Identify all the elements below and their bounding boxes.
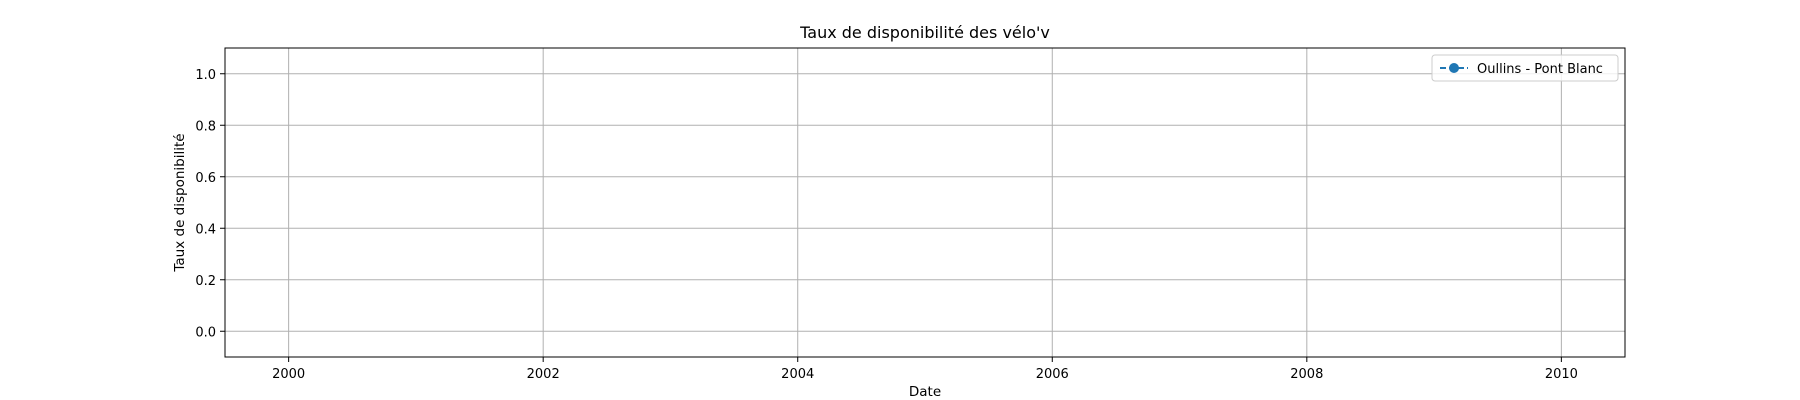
- y-tick-label: 0.4: [195, 222, 216, 237]
- x-tick-label: 2004: [781, 367, 814, 382]
- grid: [225, 48, 1625, 357]
- y-tick-label: 0.8: [195, 119, 216, 134]
- x-tick-label: 2008: [1290, 367, 1323, 382]
- x-tick-label: 2010: [1545, 367, 1578, 382]
- y-axis-ticks: 0.0 0.2 0.4 0.6 0.8 1.0: [195, 68, 225, 340]
- legend-circle-marker: [1449, 63, 1459, 73]
- plot-frame: [224, 47, 1626, 358]
- chart-title: Taux de disponibilité des vélo'v: [799, 23, 1050, 42]
- y-tick-label: 0.0: [195, 325, 216, 340]
- legend: Oullins - Pont Blanc: [1431, 54, 1619, 82]
- legend-entry-label: Oullins - Pont Blanc: [1477, 62, 1603, 77]
- x-tick-label: 2006: [1036, 367, 1069, 382]
- x-tick-label: 2002: [527, 367, 560, 382]
- y-axis-label: Taux de disponibilité: [172, 133, 188, 272]
- x-axis-label: Date: [909, 384, 941, 400]
- y-tick-label: 1.0: [195, 68, 216, 83]
- x-axis-ticks: 2000 2002 2004 2006 2008 2010: [272, 357, 1578, 382]
- legend-box: [1431, 54, 1619, 82]
- x-tick-label: 2000: [272, 367, 305, 382]
- y-tick-label: 0.6: [195, 171, 216, 186]
- y-tick-label: 0.2: [195, 274, 216, 289]
